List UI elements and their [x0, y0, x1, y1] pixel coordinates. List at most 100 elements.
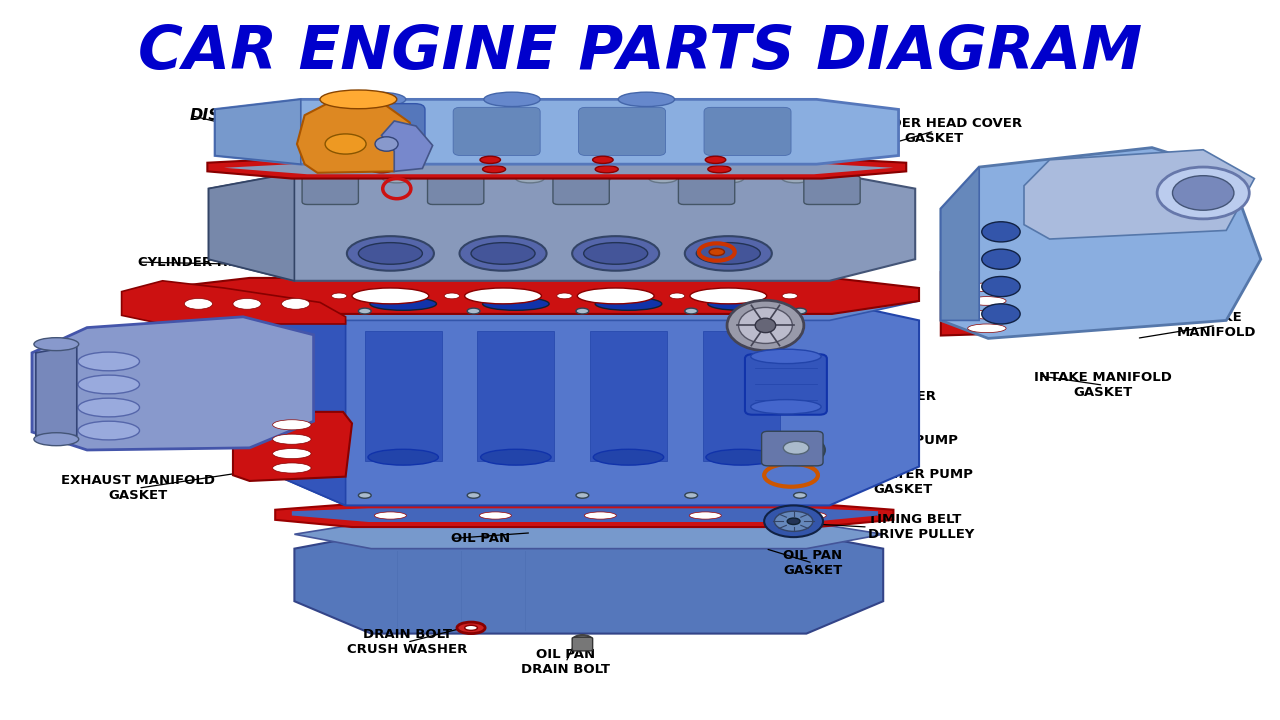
Ellipse shape [576, 492, 589, 498]
Ellipse shape [273, 463, 311, 473]
FancyBboxPatch shape [704, 107, 791, 156]
Ellipse shape [516, 174, 544, 183]
Ellipse shape [669, 293, 685, 299]
FancyBboxPatch shape [745, 354, 827, 415]
Text: HEAD GASKET: HEAD GASKET [333, 314, 438, 327]
Ellipse shape [649, 174, 677, 183]
Ellipse shape [449, 174, 477, 183]
FancyBboxPatch shape [572, 637, 593, 651]
Ellipse shape [768, 435, 826, 465]
Ellipse shape [755, 318, 776, 333]
Ellipse shape [794, 512, 827, 519]
FancyBboxPatch shape [338, 104, 425, 150]
Ellipse shape [573, 635, 591, 644]
Ellipse shape [472, 294, 559, 314]
Ellipse shape [705, 156, 726, 163]
Ellipse shape [739, 307, 792, 343]
Polygon shape [294, 534, 883, 634]
Polygon shape [163, 278, 919, 314]
Ellipse shape [467, 308, 480, 314]
Ellipse shape [33, 338, 79, 351]
Text: OIL PAN
GASKET: OIL PAN GASKET [783, 549, 842, 577]
Ellipse shape [584, 243, 648, 264]
Ellipse shape [273, 434, 311, 444]
Ellipse shape [572, 236, 659, 271]
Polygon shape [122, 281, 346, 324]
FancyBboxPatch shape [428, 176, 484, 204]
Text: EXHAUST MANIFOLD: EXHAUST MANIFOLD [105, 366, 259, 379]
Text: CYLINDER HEAD COVER: CYLINDER HEAD COVER [550, 97, 724, 110]
Ellipse shape [696, 243, 760, 264]
Ellipse shape [233, 299, 261, 310]
Ellipse shape [595, 297, 662, 310]
Ellipse shape [982, 222, 1020, 242]
Polygon shape [256, 301, 346, 505]
FancyBboxPatch shape [302, 176, 358, 204]
Ellipse shape [374, 512, 407, 519]
Ellipse shape [320, 90, 397, 109]
Ellipse shape [794, 308, 806, 314]
Polygon shape [207, 158, 906, 179]
Ellipse shape [727, 300, 804, 351]
Ellipse shape [184, 299, 212, 310]
Ellipse shape [273, 420, 311, 430]
Ellipse shape [593, 156, 613, 163]
Polygon shape [292, 508, 878, 522]
Polygon shape [941, 272, 1034, 336]
Ellipse shape [764, 505, 823, 537]
Ellipse shape [968, 310, 1006, 319]
Polygon shape [215, 99, 899, 164]
Ellipse shape [783, 441, 809, 454]
Ellipse shape [349, 92, 406, 107]
Polygon shape [215, 99, 301, 164]
Polygon shape [941, 148, 1261, 338]
Ellipse shape [33, 433, 79, 446]
Text: INTAKE MANIFOLD
GASKET: INTAKE MANIFOLD GASKET [1034, 372, 1172, 399]
Ellipse shape [685, 236, 772, 271]
Text: TIMING BELT
DRIVE PULLEY: TIMING BELT DRIVE PULLEY [868, 513, 974, 541]
Ellipse shape [471, 243, 535, 264]
FancyBboxPatch shape [678, 176, 735, 204]
Ellipse shape [78, 352, 140, 371]
Ellipse shape [78, 421, 140, 440]
Text: DISTRIBUTOR: DISTRIBUTOR [189, 108, 311, 122]
Polygon shape [590, 331, 667, 461]
Polygon shape [1024, 150, 1254, 239]
Polygon shape [36, 346, 77, 436]
Text: DRAIN BOLT
CRUSH WASHER: DRAIN BOLT CRUSH WASHER [347, 629, 467, 656]
Polygon shape [256, 288, 919, 320]
FancyBboxPatch shape [553, 176, 609, 204]
Text: CAMSHAFT
PULLEY: CAMSHAFT PULLEY [763, 294, 845, 322]
Ellipse shape [705, 449, 776, 465]
FancyBboxPatch shape [804, 176, 860, 204]
Ellipse shape [1172, 176, 1234, 210]
Text: OIL PAN: OIL PAN [451, 532, 509, 545]
Ellipse shape [347, 236, 434, 271]
Ellipse shape [460, 236, 547, 271]
Ellipse shape [467, 492, 480, 498]
Ellipse shape [325, 134, 366, 154]
Text: RUBBER
GROMMET: RUBBER GROMMET [730, 222, 806, 250]
Polygon shape [365, 331, 442, 461]
Ellipse shape [360, 294, 447, 314]
Text: WATER PUMP: WATER PUMP [858, 434, 957, 447]
Polygon shape [294, 522, 883, 549]
Text: CAR ENGINE PARTS DIAGRAM: CAR ENGINE PARTS DIAGRAM [138, 23, 1142, 82]
Ellipse shape [708, 166, 731, 173]
Polygon shape [275, 504, 893, 527]
Polygon shape [209, 173, 915, 281]
Polygon shape [256, 301, 919, 505]
Ellipse shape [483, 297, 549, 310]
Ellipse shape [316, 174, 344, 183]
Ellipse shape [332, 293, 347, 299]
Ellipse shape [982, 249, 1020, 269]
Text: CYLINDER HEAD: CYLINDER HEAD [138, 256, 259, 269]
Ellipse shape [794, 492, 806, 498]
Ellipse shape [375, 137, 398, 151]
Ellipse shape [457, 622, 485, 634]
Ellipse shape [582, 174, 611, 183]
Polygon shape [32, 317, 314, 450]
Ellipse shape [465, 288, 541, 304]
Ellipse shape [273, 449, 311, 459]
Polygon shape [297, 99, 420, 173]
